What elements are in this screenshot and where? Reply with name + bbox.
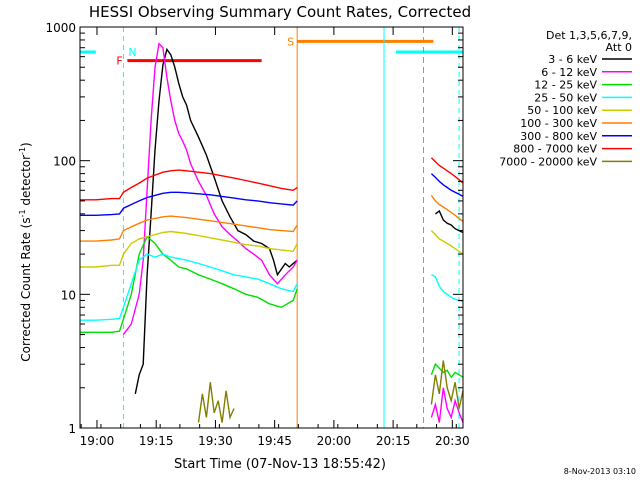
legend-label-0: 3 - 6 keV: [548, 53, 597, 66]
y-tick-label-0: 1: [68, 422, 76, 436]
legend-label-1: 6 - 12 keV: [541, 66, 597, 79]
series-line-7-b: [430, 157, 464, 184]
series-line-3-b: [431, 274, 464, 303]
saa-label: S: [287, 35, 294, 48]
series-line-5: [80, 215, 298, 242]
y-axis-label: Corrected Count Rate (s-1 detector-1): [18, 142, 33, 361]
legend-label-5: 100 - 300 keV: [520, 117, 597, 130]
legend-header-2: Att 0: [606, 41, 632, 54]
y-axis-label-sup2: -1: [18, 147, 27, 155]
x-tick-label-5: 20:15: [376, 434, 411, 448]
night-label: N: [128, 46, 136, 59]
legend-label-4: 50 - 100 keV: [527, 104, 597, 117]
legend-header-1: Det 1,3,5,6,7,9,: [546, 29, 632, 42]
series-line-2-b: [430, 362, 464, 379]
y-axis-label-sup1: -1: [18, 209, 27, 217]
x-tick-label-0: 19:00: [80, 434, 115, 448]
y-axis-label-group: Corrected Count Rate (s-1 detector-1): [18, 142, 33, 361]
series-line-0: [134, 47, 298, 395]
legend-label-3: 25 - 50 keV: [534, 91, 597, 104]
series-line-2: [80, 235, 298, 333]
y-axis-label-main: Corrected Count Rate (s: [19, 217, 33, 361]
x-tick-label-4: 20:00: [317, 434, 352, 448]
y-tick-label-3: 1000: [45, 21, 76, 35]
x-axis-label: Start Time (07-Nov-13 18:55:42): [174, 457, 386, 472]
flare-label: F: [116, 55, 122, 68]
chart-title: HESSI Observing Summary Count Rates, Cor…: [89, 3, 471, 21]
ticks-layer: 19:00 19:15 19:30 19:45 20:00 20:15 20:30 1 10 10…: [45, 21, 469, 448]
series-line-6-b: [430, 173, 464, 198]
series-line-4-b: [430, 230, 464, 255]
y-tick-label-2: 100: [53, 155, 76, 169]
x-tick-label-2: 19:30: [198, 434, 233, 448]
series-layer: [80, 42, 464, 423]
plot-frame: [79, 26, 464, 429]
series-line-8-b: [430, 360, 464, 409]
series-line-1-b: [430, 387, 464, 423]
y-axis-label-end: ): [19, 142, 33, 147]
footer-timestamp: 8-Nov-2013 03:10: [564, 467, 636, 476]
x-tick-label-1: 19:15: [139, 434, 174, 448]
legend-label-7: 800 - 7000 keV: [513, 143, 597, 156]
legend-label-6: 300 - 800 keV: [520, 130, 597, 143]
y-axis-label-mid: detector: [19, 155, 33, 210]
series-line-5-b: [430, 194, 464, 223]
legend-label-2: 12 - 25 keV: [534, 79, 597, 92]
series-line-7: [80, 169, 298, 201]
series-line-1: [122, 42, 298, 336]
x-tick-label-6: 20:30: [435, 434, 470, 448]
series-line-6: [80, 191, 298, 217]
markers-layer: N S F: [80, 27, 463, 428]
y-tick-label-1: 10: [61, 288, 76, 302]
series-line-3: [80, 253, 298, 321]
x-tick-label-3: 19:45: [257, 434, 292, 448]
legend-label-8: 7000 - 20000 keV: [499, 155, 597, 168]
series-line-4: [80, 230, 298, 268]
series-line-8: [197, 382, 235, 423]
